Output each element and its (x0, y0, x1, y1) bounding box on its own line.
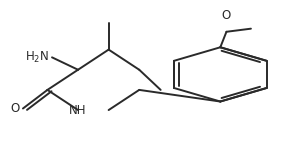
Text: H$_2$N: H$_2$N (25, 50, 49, 65)
Text: NH: NH (69, 104, 87, 117)
Text: O: O (222, 9, 231, 22)
Text: O: O (11, 102, 20, 115)
